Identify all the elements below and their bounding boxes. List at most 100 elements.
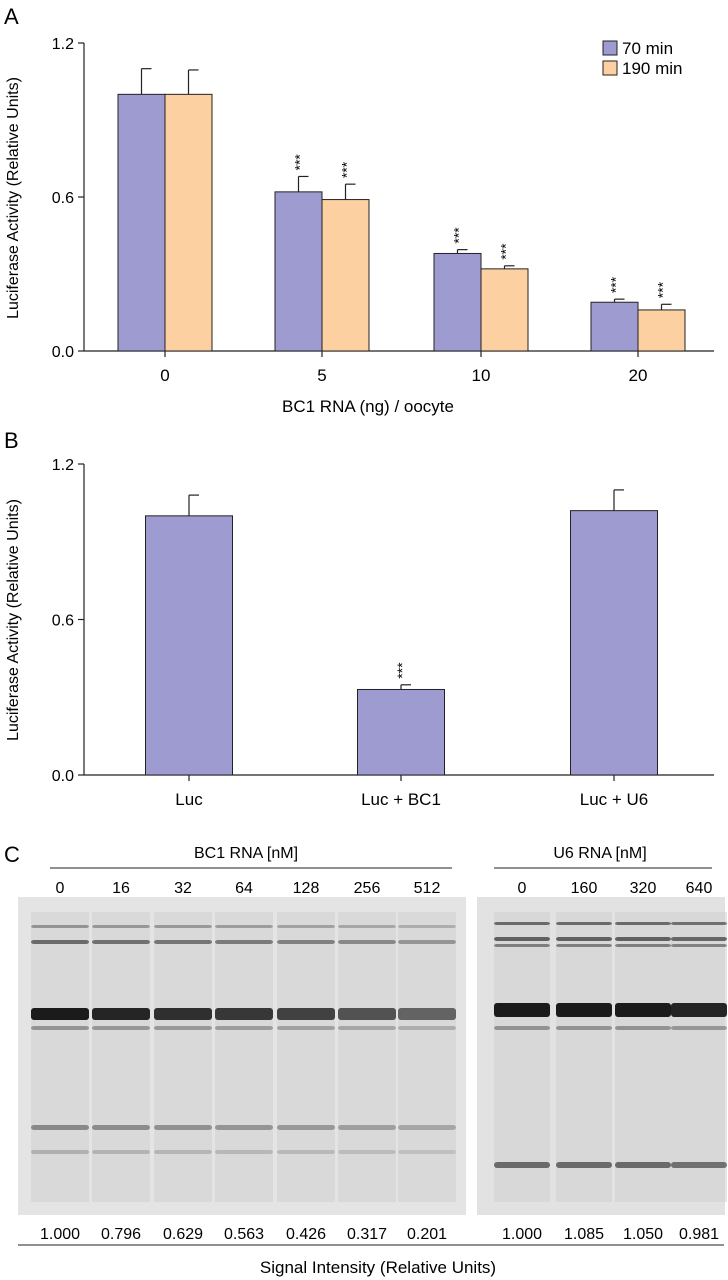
bc1-band	[338, 1008, 396, 1020]
u6-band	[615, 944, 671, 947]
bc1-band	[277, 1008, 335, 1020]
bc1-band	[31, 1125, 89, 1130]
panel-a-significance-marker: ***	[292, 154, 308, 171]
u6-lane-label: 320	[630, 880, 657, 897]
bc1-band	[154, 925, 212, 928]
bc1-band	[338, 1150, 396, 1154]
u6-band	[556, 1003, 612, 1017]
panel-b: B Luciferase Activity (Relative Units) 0…	[4, 428, 714, 809]
bc1-band	[398, 1026, 456, 1030]
panel-a-x-tick-label: 20	[629, 366, 648, 385]
panel-a-bar	[321, 199, 370, 352]
u6-band	[671, 937, 727, 941]
bc1-band	[92, 1150, 150, 1154]
u6-lane-label: 160	[571, 880, 598, 897]
panel-a-y-tick-label: 0.0	[52, 344, 74, 361]
u6-band	[671, 1026, 727, 1030]
bc1-band	[398, 1008, 456, 1020]
bc1-band	[277, 925, 335, 928]
panel-a-significance-marker: ***	[339, 161, 355, 178]
panel-a-significance-marker: ***	[498, 243, 514, 260]
panel-a-x-tick-label: 5	[317, 366, 326, 385]
panel-a-bar	[274, 191, 323, 352]
panel-a-x-tick-label: 0	[160, 366, 169, 385]
panel-b-y-tick-label: 0.6	[52, 613, 74, 630]
bc1-lane-smear	[31, 912, 89, 1202]
u6-gel-header: U6 RNA [nM]	[553, 845, 646, 862]
u6-band	[671, 944, 727, 947]
bc1-lane-smear	[154, 912, 212, 1202]
panel-b-significance-marker: ***	[394, 662, 410, 679]
bc1-intensity-value: 0.629	[163, 1226, 203, 1243]
panel-b-y-axis-label: Luciferase Activity (Relative Units)	[5, 499, 22, 741]
bc1-band	[154, 940, 212, 944]
u6-lane-smear	[615, 912, 671, 1202]
u6-band	[494, 1003, 550, 1017]
bc1-band	[92, 925, 150, 928]
u6-lane-label: 640	[686, 880, 713, 897]
u6-lane-smear	[671, 912, 727, 1202]
legend-swatch-70-min	[602, 40, 618, 56]
panel-b-bar	[570, 510, 658, 776]
bc1-band	[215, 1125, 273, 1130]
u6-band	[556, 1026, 612, 1030]
bc1-lane-label: 256	[354, 880, 381, 897]
bc1-intensity-value: 0.317	[347, 1226, 387, 1243]
bc1-band	[92, 940, 150, 944]
bc1-band	[92, 1026, 150, 1030]
u6-band	[494, 1162, 550, 1168]
bc1-band	[215, 1008, 273, 1020]
bc1-intensity-value: 0.201	[407, 1226, 447, 1243]
panel-a-bar	[433, 252, 482, 352]
bc1-band	[92, 1125, 150, 1130]
bc1-band	[154, 1150, 212, 1154]
bc1-lane-smear	[277, 912, 335, 1202]
bc1-band	[277, 1026, 335, 1030]
panel-c: C BC1 RNA [nM] U6 RNA [nM] 0 1.000 16 0.796…	[4, 842, 727, 1277]
u6-band	[494, 944, 550, 947]
bc1-band	[215, 925, 273, 928]
bc1-band	[31, 1150, 89, 1154]
u6-band	[671, 1003, 727, 1017]
panel-a-x-tick-label: 10	[472, 366, 491, 385]
u6-band	[615, 1003, 671, 1017]
bc1-lane-label: 64	[235, 880, 253, 897]
u6-lane-smear	[556, 912, 612, 1202]
panel-b-bar	[145, 515, 233, 776]
legend-label-190-min: 190 min	[622, 59, 682, 78]
panel-a-y-tick-label: 1.2	[52, 36, 74, 53]
panel-b-bar	[357, 688, 445, 776]
panel-b-y-tick-label: 0.0	[52, 768, 74, 785]
panel-a-significance-marker: ***	[655, 281, 671, 298]
panel-b-x-tick-label: Luc + U6	[580, 790, 649, 809]
u6-band	[556, 944, 612, 947]
u6-intensity-value: 0.981	[679, 1226, 719, 1243]
bc1-band	[338, 925, 396, 928]
bc1-lane-label: 16	[112, 880, 130, 897]
panel-b-y-tick-label: 1.2	[52, 457, 74, 474]
signal-intensity-label: Signal Intensity (Relative Units)	[260, 1258, 496, 1277]
u6-band	[556, 922, 612, 925]
legend-label-70-min: 70 min	[622, 39, 673, 58]
bc1-band	[398, 940, 456, 944]
u6-band	[615, 1162, 671, 1168]
bc1-band	[277, 940, 335, 944]
panel-a-label: A	[4, 4, 19, 29]
u6-lane-smear	[494, 912, 550, 1202]
panel-a-bar	[480, 268, 529, 352]
bc1-band	[338, 1026, 396, 1030]
bc1-band	[215, 1150, 273, 1154]
bc1-band	[31, 925, 89, 928]
bc1-band	[398, 1150, 456, 1154]
panel-b-x-tick-label: Luc	[175, 790, 203, 809]
bc1-band	[154, 1026, 212, 1030]
panel-a-significance-marker: ***	[451, 227, 467, 244]
u6-band	[494, 922, 550, 925]
bc1-intensity-value: 0.563	[224, 1226, 264, 1243]
bc1-band	[215, 1026, 273, 1030]
bc1-lane-label: 512	[414, 880, 441, 897]
bc1-band	[92, 1008, 150, 1020]
gel-bands	[31, 912, 727, 1202]
bc1-lane-smear	[398, 912, 456, 1202]
